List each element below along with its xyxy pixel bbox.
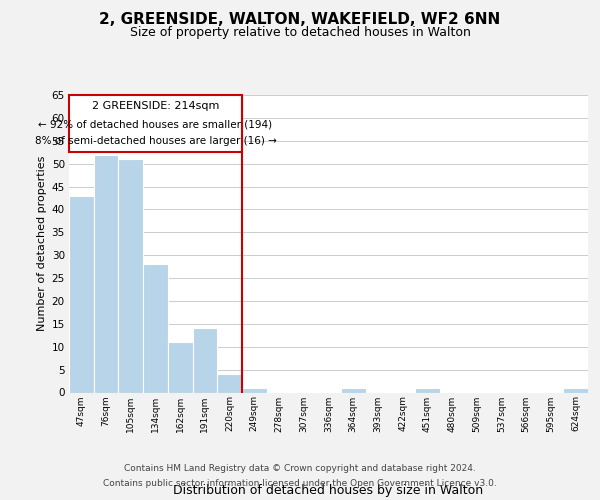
Bar [242, 388, 267, 392]
Text: Contains HM Land Registry data © Crown copyright and database right 2024.: Contains HM Land Registry data © Crown c… [124, 464, 476, 473]
Bar [118, 159, 143, 392]
Bar [143, 264, 168, 392]
Bar [168, 342, 193, 392]
Text: ← 92% of detached houses are smaller (194): ← 92% of detached houses are smaller (19… [38, 120, 272, 130]
Text: Size of property relative to detached houses in Walton: Size of property relative to detached ho… [130, 26, 470, 39]
Bar [563, 388, 588, 392]
Bar [193, 328, 217, 392]
Bar [341, 388, 365, 392]
Text: Contains public sector information licensed under the Open Government Licence v3: Contains public sector information licen… [103, 479, 497, 488]
Text: 8% of semi-detached houses are larger (16) →: 8% of semi-detached houses are larger (1… [35, 136, 277, 146]
Y-axis label: Number of detached properties: Number of detached properties [37, 156, 47, 332]
Bar [217, 374, 242, 392]
Bar [69, 196, 94, 392]
Bar [415, 388, 440, 392]
Text: 2, GREENSIDE, WALTON, WAKEFIELD, WF2 6NN: 2, GREENSIDE, WALTON, WAKEFIELD, WF2 6NN [100, 12, 500, 28]
FancyBboxPatch shape [69, 95, 242, 152]
X-axis label: Distribution of detached houses by size in Walton: Distribution of detached houses by size … [173, 484, 484, 498]
Text: 2 GREENSIDE: 214sqm: 2 GREENSIDE: 214sqm [92, 102, 219, 112]
Bar [94, 154, 118, 392]
